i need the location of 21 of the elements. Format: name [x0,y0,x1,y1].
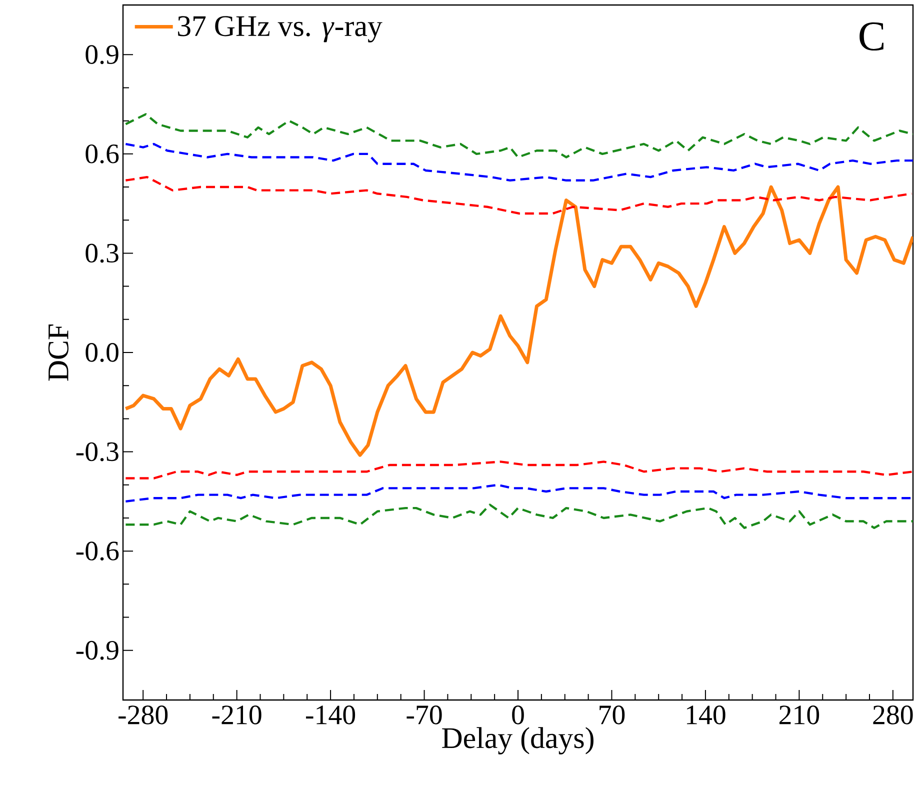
x-tick-label: -140 [306,706,356,724]
x-tick-label: 280 [873,706,913,724]
x-tick-label: -70 [406,706,442,724]
x-tick-label: 210 [779,706,820,724]
y-tick-label: -0.9 [76,640,118,660]
x-axis-title: Delay (days) [442,727,594,754]
legend-label: 37 GHz vs. γ-ray [178,16,382,42]
y-tick-label: 0.0 [86,343,118,362]
y-tick-label: 0.6 [86,144,119,164]
y-tick-label: 0.3 [86,244,118,263]
line-series [124,185,914,457]
y-tick-label: -0.6 [76,542,119,561]
y-tick-label: 0.9 [86,45,118,64]
y-axis-title: DCF [48,324,68,381]
x-tick-label: 140 [686,706,726,724]
x-tick-label: -280 [118,706,168,724]
y-tick-label: -0.3 [76,442,118,462]
x-tick-label: 70 [600,706,625,724]
x-tick-label: 0 [512,706,524,724]
x-tick-label: -210 [212,706,262,724]
annotation: C [860,22,884,51]
